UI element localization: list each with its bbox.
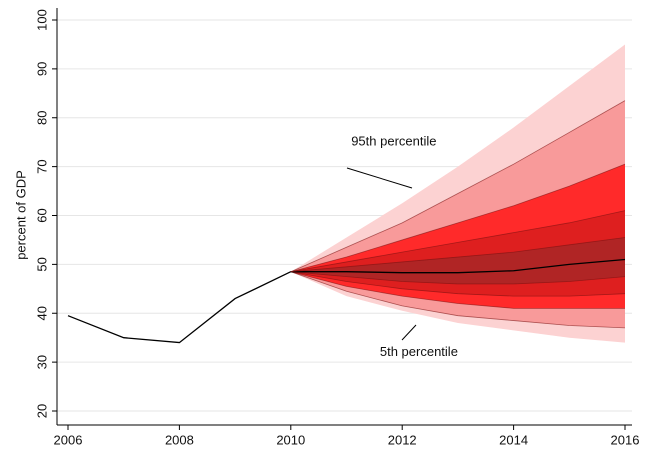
annotation-pointer bbox=[401, 324, 417, 341]
y-tick-label: 30 bbox=[34, 355, 49, 369]
percentile-line bbox=[290, 271, 626, 297]
y-tick-label: 90 bbox=[34, 62, 49, 76]
percentile-line bbox=[290, 210, 626, 273]
x-tick-label: 2012 bbox=[388, 432, 417, 447]
annotation: 95th percentile bbox=[351, 134, 436, 149]
percentile-line bbox=[290, 271, 626, 285]
y-tick-label: 40 bbox=[34, 306, 49, 320]
x-tick-label: 2008 bbox=[165, 432, 194, 447]
percentile-line bbox=[290, 100, 626, 273]
x-tick-label: 2014 bbox=[499, 432, 528, 447]
percentile-line bbox=[290, 163, 626, 273]
x-tick-label: 2006 bbox=[54, 432, 83, 447]
median-line bbox=[290, 258, 626, 274]
annotation-pointer bbox=[346, 167, 413, 189]
y-tick-label: 20 bbox=[34, 404, 49, 418]
history-line bbox=[67, 271, 292, 344]
percentile-line bbox=[290, 237, 626, 273]
x-tick-label: 2016 bbox=[611, 432, 640, 447]
annotation: 5th percentile bbox=[380, 344, 458, 359]
y-axis-label: percent of GDP bbox=[13, 170, 28, 260]
y-tick-label: 60 bbox=[34, 208, 49, 222]
y-tick-label: 100 bbox=[34, 9, 49, 31]
y-tick-label: 80 bbox=[34, 111, 49, 125]
percentile-line bbox=[290, 271, 626, 329]
percentile-line bbox=[290, 271, 625, 309]
y-tick-label: 50 bbox=[34, 257, 49, 271]
y-tick-label: 70 bbox=[34, 159, 49, 173]
x-tick-label: 2010 bbox=[276, 432, 305, 447]
